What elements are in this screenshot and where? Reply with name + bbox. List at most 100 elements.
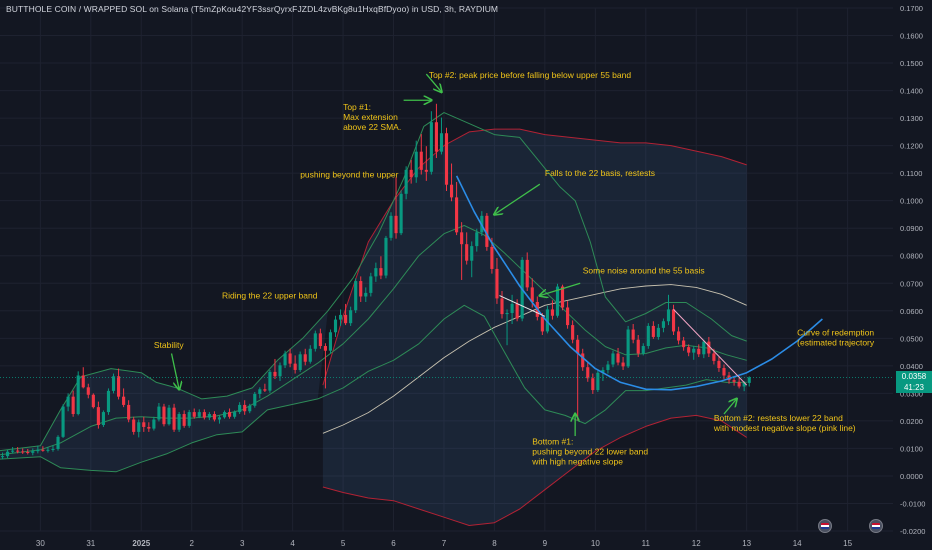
candle-body (303, 354, 307, 362)
candle (298, 351, 302, 372)
us-flag-event-icon[interactable] (818, 519, 832, 533)
x-tick-label: 10 (591, 539, 600, 548)
candle (288, 348, 292, 368)
last-price-value: 0.0358 (901, 372, 927, 382)
candle (636, 335, 640, 358)
candle-body (26, 451, 30, 453)
candle-body (737, 381, 741, 387)
candle (465, 232, 469, 265)
candle (6, 449, 10, 459)
candle-body (656, 327, 660, 337)
annotation-arrow (170, 353, 180, 389)
annotation-text: Riding the 22 upper band (222, 290, 318, 300)
candle-body (132, 419, 136, 432)
candle (641, 343, 645, 356)
candle (132, 416, 136, 435)
x-tick-label: 2025 (132, 539, 150, 548)
x-tick-label: 15 (843, 539, 852, 548)
candle-body (298, 354, 302, 370)
candle-body (31, 451, 35, 453)
y-tick-label: 0.1600 (900, 32, 923, 41)
candle-body (747, 377, 751, 383)
candle-body (505, 312, 509, 315)
candle (278, 362, 282, 381)
candle-body (233, 412, 237, 417)
candle (227, 408, 232, 419)
candle-body (243, 404, 247, 412)
candle (91, 393, 95, 409)
y-tick-label: 0.1500 (900, 59, 923, 68)
candle-body (707, 341, 711, 354)
candle (61, 404, 65, 438)
candle-body (354, 281, 358, 311)
candle (66, 393, 70, 412)
candle (162, 403, 166, 427)
us-flag-event-icon[interactable] (869, 519, 883, 533)
basis-22-line (0, 225, 747, 456)
candle-body (601, 369, 605, 373)
candle-body (21, 451, 25, 453)
candle-body (490, 246, 494, 269)
candle (555, 283, 560, 318)
candle-body (379, 268, 383, 276)
candle-body (16, 450, 20, 452)
candle-body (268, 371, 272, 391)
candle (258, 387, 262, 399)
candle-body (349, 310, 353, 324)
candle-body (288, 353, 292, 364)
candle-body (147, 426, 151, 429)
candle-body (581, 353, 585, 368)
y-tick-label: 0.0800 (900, 252, 923, 261)
candle (106, 388, 111, 415)
candle-body (409, 169, 413, 178)
y-tick-label: 0.0100 (900, 444, 923, 453)
candles (0, 103, 751, 460)
candle (308, 345, 312, 364)
candle (389, 212, 393, 241)
candle-body (192, 412, 196, 417)
x-tick-label: 4 (290, 539, 295, 548)
candle-body (157, 406, 161, 420)
candle-body (444, 133, 449, 185)
bar-countdown: 41:23 (903, 383, 925, 393)
candle (344, 303, 348, 326)
candle-body (419, 151, 423, 170)
candle (172, 403, 176, 432)
candle (0, 452, 5, 460)
candle (616, 347, 620, 366)
y-tick-label: 0.0600 (900, 307, 923, 316)
candle-body (495, 268, 499, 299)
candle-body (258, 389, 262, 394)
candle-body (470, 246, 474, 261)
price-axis[interactable]: -0.0200 -0.0100 0.0000 0.0100 0.0200 0.0300 0.… (900, 4, 925, 536)
candle-body (202, 412, 206, 418)
white-slope-line (499, 295, 546, 317)
candle-body (369, 276, 373, 293)
candle (11, 447, 15, 454)
candle-body (475, 232, 479, 247)
candle (682, 336, 686, 351)
candle-body (217, 417, 222, 420)
candle (243, 400, 247, 415)
band-55-fill (322, 129, 747, 526)
time-axis[interactable]: 30 31 2025 2 3 4 5 6 7 8 9 10 11 12 13 14 15 (36, 539, 853, 548)
candle (152, 416, 156, 431)
candle-body (460, 232, 464, 245)
candle-body (424, 169, 428, 172)
candle-body (571, 325, 575, 340)
y-tick-label: 0.0200 (900, 417, 923, 426)
lower-55-band (322, 414, 747, 526)
candle-body (106, 390, 111, 413)
annotation-arrow (540, 282, 581, 295)
candle-body (333, 319, 338, 333)
candle-body (576, 339, 580, 354)
candle (157, 403, 161, 422)
candle-body (545, 309, 549, 332)
candle-body (465, 244, 469, 261)
candle (167, 404, 171, 426)
candle-body (606, 364, 610, 370)
candle-body (71, 396, 75, 415)
candle (293, 355, 297, 374)
candle-body (313, 333, 317, 349)
